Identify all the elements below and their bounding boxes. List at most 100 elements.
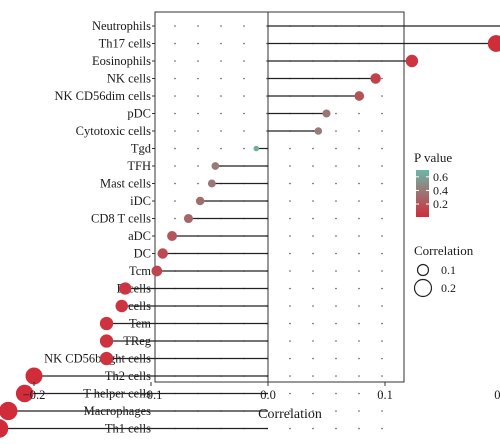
category-label: DC [134, 247, 151, 261]
grid-dot [381, 217, 383, 220]
grid-dot [335, 252, 337, 255]
x-tick-label: −0.2 [23, 388, 46, 402]
grid-dot [358, 305, 360, 307]
grid-dot [381, 270, 383, 272]
grid-dot [266, 112, 268, 115]
grid-dot [335, 410, 337, 412]
grid-dot [174, 95, 176, 97]
category-label: Tcm [129, 264, 151, 278]
category-label: NK cells [107, 72, 151, 86]
grid-dot [197, 42, 199, 45]
grid-dot [335, 427, 337, 430]
category-labels: Neutrophils Th17 cells Eosinophils NK cells… [44, 19, 155, 436]
grid-dot [174, 217, 176, 220]
category-label: Tgd [131, 142, 152, 156]
grid-dot [312, 357, 314, 360]
lollipop-point [119, 282, 132, 295]
lollipop-point [99, 334, 114, 348]
grid-dot [174, 165, 176, 167]
grid-dot [289, 322, 291, 325]
grid-dot [312, 235, 314, 237]
grid-dot [289, 392, 291, 395]
grid-dot [312, 322, 314, 325]
grid-dot [358, 410, 360, 412]
p-value-ticks: 0.60.40.2 [416, 170, 448, 211]
grid-dot [312, 147, 314, 150]
x-tick-label: 0.2 [494, 388, 500, 402]
grid-dot [335, 112, 337, 115]
grid-dot [335, 375, 337, 377]
grid-dot [381, 357, 383, 360]
lollipop-point [115, 299, 128, 313]
lollipop-point [0, 401, 18, 421]
grid-dot [335, 235, 337, 237]
p-value-color-bar [416, 170, 429, 217]
grid-dot [358, 130, 360, 132]
grid-dot [358, 217, 360, 220]
grid-dot [243, 130, 245, 132]
category-label: Neutrophils [92, 19, 151, 33]
lollipop-point [99, 316, 114, 331]
grid-dot [358, 270, 360, 272]
grid-dot [243, 42, 245, 45]
lollipop-point [370, 73, 381, 84]
grid-dot [289, 147, 291, 150]
grid-dot [174, 130, 176, 132]
grid-dot [381, 165, 383, 167]
grid-dot [381, 375, 383, 377]
grid-dot [312, 200, 314, 202]
grid-dot [312, 375, 314, 377]
grid-dot [266, 95, 268, 97]
grid-dot [358, 112, 360, 115]
grid-dot [243, 147, 245, 150]
grid-dot [335, 182, 337, 185]
x-tick-label: 0.1 [377, 388, 393, 402]
category-label: NK CD56bright cells [44, 352, 151, 366]
grid-dot [358, 375, 360, 377]
grid-dot [358, 392, 360, 395]
category-label: pDC [127, 107, 151, 121]
grid-dot [174, 200, 176, 202]
grid-dot [220, 112, 222, 115]
category-label: iDC [130, 194, 151, 208]
color-tick-label: 0.6 [433, 170, 448, 184]
grid-dot [381, 305, 383, 307]
lollipop-point [25, 367, 43, 385]
grid-dot [381, 322, 383, 325]
grid-dot [312, 165, 314, 167]
x-axis-title: Correlation [258, 407, 322, 422]
grid-dot [174, 42, 176, 45]
grid-dot [174, 147, 176, 150]
size-legend-circle [413, 278, 433, 298]
grid-dot [381, 287, 383, 290]
grid-dot [197, 60, 199, 62]
x-axis-ticks: −0.2−0.10.00.10.20.3 [23, 382, 500, 402]
grid-dot [289, 217, 291, 220]
grid-dot [312, 340, 314, 342]
grid-dot [335, 322, 337, 325]
category-label: aDC [128, 229, 151, 243]
grid-dot [220, 95, 222, 97]
lollipop-point [253, 145, 260, 152]
grid-dot [174, 77, 176, 80]
grid-dot [220, 147, 222, 150]
grid-dot [197, 182, 199, 185]
grid-dot [266, 60, 268, 62]
grid-dot [289, 340, 291, 342]
grid-dot [197, 130, 199, 132]
x-tick-label: −0.1 [140, 388, 163, 402]
grid-dot [381, 130, 383, 132]
grid-dot [197, 77, 199, 80]
grid-dot [335, 305, 337, 307]
size-legend-items: 0.10.2 [413, 263, 456, 298]
grid-dot [289, 200, 291, 202]
grid-dot [358, 357, 360, 360]
color-tick-label: 0.2 [433, 197, 448, 211]
lollipop-point [487, 35, 500, 52]
axes [154, 11, 405, 383]
grid-dot [381, 147, 383, 150]
grid-dot [381, 77, 383, 80]
plot-frame [154, 11, 405, 383]
size-legend-label: 0.1 [441, 263, 456, 277]
